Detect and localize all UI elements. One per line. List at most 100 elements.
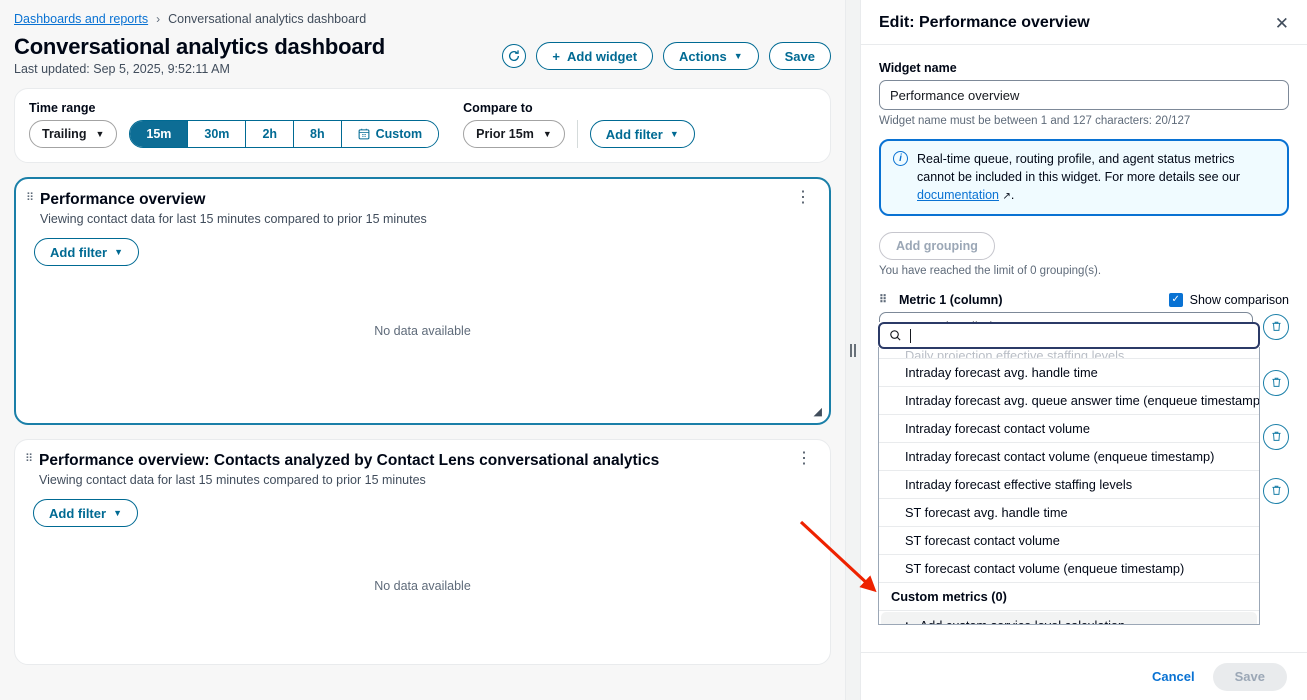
calendar-icon bbox=[358, 128, 370, 140]
dashboard-main: Dashboards and reports › Conversational … bbox=[14, 12, 831, 665]
widget-empty-state: No data available bbox=[374, 324, 471, 338]
segment-custom[interactable]: Custom bbox=[341, 121, 439, 147]
trash-icon bbox=[1271, 432, 1281, 442]
segment-2h[interactable]: 2h bbox=[246, 121, 295, 147]
add-filter-label: Add filter bbox=[50, 244, 108, 260]
drag-handle-icon[interactable]: ⠿ bbox=[26, 192, 36, 204]
metric-2-select-row bbox=[879, 369, 1289, 396]
widget-filter-row: Add filter ▼ bbox=[16, 226, 829, 266]
time-range-row: Time range Trailing ▼ 15m 30m 2h 8h bbox=[29, 101, 816, 148]
widget-add-filter-button[interactable]: Add filter ▼ bbox=[33, 499, 138, 527]
page-header-text: Conversational analytics dashboard Last … bbox=[14, 34, 385, 76]
add-grouping-button: Add grouping bbox=[879, 231, 995, 260]
time-range-panel: Time range Trailing ▼ 15m 30m 2h 8h bbox=[14, 88, 831, 163]
widget-empty-state: No data available bbox=[374, 579, 471, 593]
widget-resize-handle-icon[interactable]: ◢ bbox=[813, 406, 822, 418]
page-header: Conversational analytics dashboard Last … bbox=[14, 32, 831, 76]
chevron-down-icon: ▼ bbox=[542, 128, 552, 139]
metric-4-select-row bbox=[879, 477, 1289, 504]
widget-card-contact-lens[interactable]: ⠿ Performance overview: Contacts analyze… bbox=[14, 439, 831, 665]
widget-title-block: Performance overview: Contacts analyzed … bbox=[39, 452, 792, 487]
breadcrumb-link-dashboards[interactable]: Dashboards and reports bbox=[14, 12, 149, 26]
delete-metric-4-button[interactable] bbox=[1263, 477, 1289, 504]
metric-1-label: Metric 1 (column) bbox=[899, 292, 1003, 307]
list-item[interactable]: Intraday forecast avg. queue answer time… bbox=[879, 387, 1259, 415]
show-comparison-checkbox[interactable]: ✓ Show comparison bbox=[1168, 292, 1289, 307]
panel-save-button: Save bbox=[1212, 662, 1287, 691]
toolbar-divider bbox=[576, 120, 578, 148]
alert-text-before: Real-time queue, routing profile, and ag… bbox=[917, 152, 1241, 185]
chevron-down-icon: ▼ bbox=[733, 50, 743, 61]
global-filter-group: Add filter ▼ bbox=[589, 120, 695, 148]
segment-8h[interactable]: 8h bbox=[294, 121, 342, 147]
add-filter-label: Add filter bbox=[49, 505, 107, 521]
delete-metric-2-button[interactable] bbox=[1263, 369, 1289, 396]
trash-icon bbox=[1271, 486, 1281, 496]
segment-custom-label: Custom bbox=[375, 127, 423, 141]
widget-card-performance-overview[interactable]: ⠿ Performance overview Viewing contact d… bbox=[14, 177, 831, 425]
segment-30m[interactable]: 30m bbox=[188, 121, 247, 147]
chevron-down-icon: ▼ bbox=[114, 246, 123, 257]
trailing-select[interactable]: Trailing ▼ bbox=[29, 120, 118, 148]
time-range-group: Time range Trailing ▼ bbox=[29, 101, 118, 148]
metric-search-field[interactable] bbox=[878, 322, 1260, 349]
refresh-button[interactable] bbox=[502, 44, 527, 68]
drag-handle-icon[interactable]: ⠿ bbox=[879, 293, 889, 306]
splitter-grip-icon bbox=[850, 343, 856, 357]
list-item[interactable]: Intraday forecast avg. handle time bbox=[879, 359, 1259, 387]
list-item[interactable]: ST forecast contact volume bbox=[879, 527, 1259, 555]
metric-option-list[interactable]: Daily projection effective staffing leve… bbox=[878, 347, 1260, 625]
panel-splitter[interactable] bbox=[845, 0, 861, 700]
list-item[interactable]: Intraday forecast effective staffing lev… bbox=[879, 471, 1259, 499]
list-item[interactable]: Intraday forecast contact volume bbox=[879, 415, 1259, 443]
metric-dropdown: Daily projection effective staffing leve… bbox=[878, 322, 1260, 625]
widget-subtitle: Viewing contact data for last 15 minutes… bbox=[39, 473, 426, 487]
metric-3-select-row bbox=[879, 423, 1289, 450]
list-item[interactable]: ST forecast contact volume (enqueue time… bbox=[879, 555, 1259, 583]
list-item[interactable]: Intraday forecast contact volume (enqueu… bbox=[879, 443, 1259, 471]
alert-text-after: . bbox=[1010, 188, 1015, 203]
panel-header: Edit: Performance overview ✕ bbox=[861, 0, 1307, 45]
widget-filter-row: Add filter ▼ bbox=[15, 487, 830, 527]
segment-15m[interactable]: 15m bbox=[130, 121, 189, 147]
refresh-icon bbox=[509, 50, 520, 62]
global-add-filter-button[interactable]: Add filter ▼ bbox=[589, 120, 695, 148]
page-title: Conversational analytics dashboard bbox=[14, 34, 385, 59]
delete-metric-3-button[interactable] bbox=[1263, 423, 1289, 450]
chevron-down-icon: ▼ bbox=[669, 128, 679, 139]
info-alert-text: Real-time queue, routing profile, and ag… bbox=[917, 150, 1275, 205]
trash-icon bbox=[1271, 378, 1281, 388]
show-comparison-label: Show comparison bbox=[1189, 292, 1289, 307]
close-icon[interactable]: ✕ bbox=[1274, 13, 1289, 33]
breadcrumb-separator-icon: › bbox=[156, 12, 161, 26]
add-widget-label: Add widget bbox=[566, 48, 638, 64]
metric-1-row: ⠿ Metric 1 (column) ✓ Show comparison bbox=[879, 292, 1289, 307]
widget-add-filter-button[interactable]: Add filter ▼ bbox=[34, 238, 139, 266]
checkbox-checked-icon: ✓ bbox=[1168, 292, 1183, 307]
plus-icon: + bbox=[903, 618, 911, 624]
search-icon bbox=[890, 330, 901, 341]
cancel-button[interactable]: Cancel bbox=[1151, 669, 1195, 684]
actions-button[interactable]: Actions ▼ bbox=[663, 42, 759, 70]
metric-1-label-block: ⠿ Metric 1 (column) bbox=[879, 293, 1003, 307]
widget-header: ⠿ Performance overview: Contacts analyze… bbox=[15, 440, 830, 488]
widget-title: Performance overview bbox=[40, 191, 206, 208]
widget-name-label: Widget name bbox=[879, 61, 957, 75]
list-item-clipped[interactable]: Daily projection effective staffing leve… bbox=[879, 347, 1259, 359]
delete-metric-1-button[interactable] bbox=[1263, 313, 1289, 340]
drag-handle-icon[interactable]: ⠿ bbox=[25, 453, 35, 465]
compare-to-select[interactable]: Prior 15m ▼ bbox=[463, 120, 565, 148]
widget-name-input[interactable] bbox=[879, 80, 1289, 110]
panel-footer: Cancel Save bbox=[861, 652, 1307, 700]
add-custom-service-level-calculation-button[interactable]: + Add custom service level calculation bbox=[881, 612, 1257, 624]
add-widget-button[interactable]: + Add widget bbox=[536, 42, 654, 70]
list-item[interactable]: ST forecast avg. handle time bbox=[879, 499, 1259, 527]
widget-menu-icon[interactable]: ⋮ bbox=[795, 189, 811, 206]
documentation-link[interactable]: documentation bbox=[917, 188, 1000, 203]
widget-menu-icon[interactable]: ⋮ bbox=[796, 450, 812, 467]
widget-title-block: Performance overview Viewing contact dat… bbox=[40, 191, 791, 226]
widget-header: ⠿ Performance overview Viewing contact d… bbox=[16, 179, 829, 227]
grouping-hint: You have reached the limit of 0 grouping… bbox=[879, 264, 1102, 277]
save-dashboard-button[interactable]: Save bbox=[768, 42, 831, 70]
add-filter-label: Add filter bbox=[605, 126, 663, 142]
